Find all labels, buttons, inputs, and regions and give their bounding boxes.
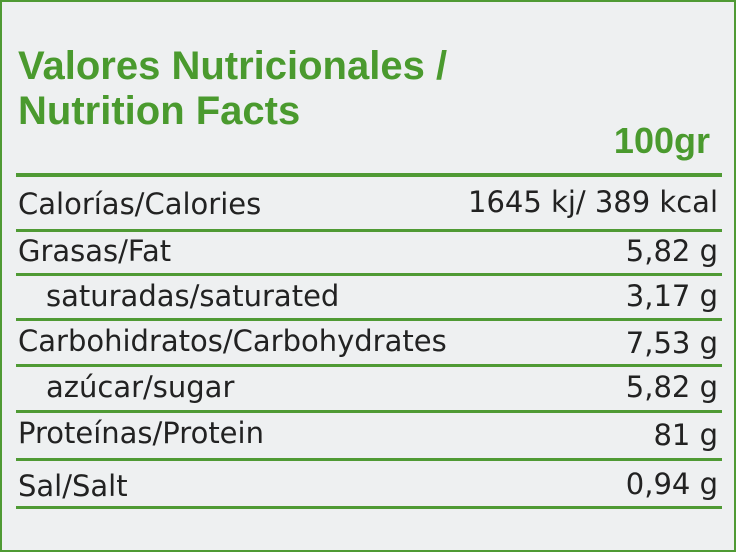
row-label: Calorías/Calories [18, 187, 262, 221]
row-label: saturadas/saturated [46, 279, 340, 313]
rule [16, 364, 722, 367]
row-label: Sal/Salt [18, 469, 128, 503]
row-value: 7,53 g [625, 326, 718, 360]
title-line: Nutrition Facts [18, 89, 301, 133]
row-value: 0,94 g [625, 467, 718, 501]
row-label: Proteínas/Protein [18, 416, 264, 450]
row-value: 81 g [653, 418, 718, 452]
row-value: 3,17 g [625, 279, 718, 313]
rule [16, 318, 722, 321]
title-line: Valores Nutricionales / [18, 44, 448, 88]
row-value: 5,82 g [625, 370, 718, 404]
row-value: 1645 kj/ 389 kcal [468, 185, 718, 219]
row-label: Carbohidratos/Carbohydrates [18, 324, 447, 358]
rule [16, 410, 722, 413]
column-header: 100gr [613, 120, 710, 161]
rule [16, 458, 722, 461]
row-label: azúcar/sugar [46, 370, 235, 404]
rule [16, 506, 722, 509]
row-value: 5,82 g [625, 234, 718, 268]
rule [16, 229, 722, 232]
rule [16, 273, 722, 276]
rule [16, 173, 722, 177]
row-label: Grasas/Fat [18, 234, 172, 268]
